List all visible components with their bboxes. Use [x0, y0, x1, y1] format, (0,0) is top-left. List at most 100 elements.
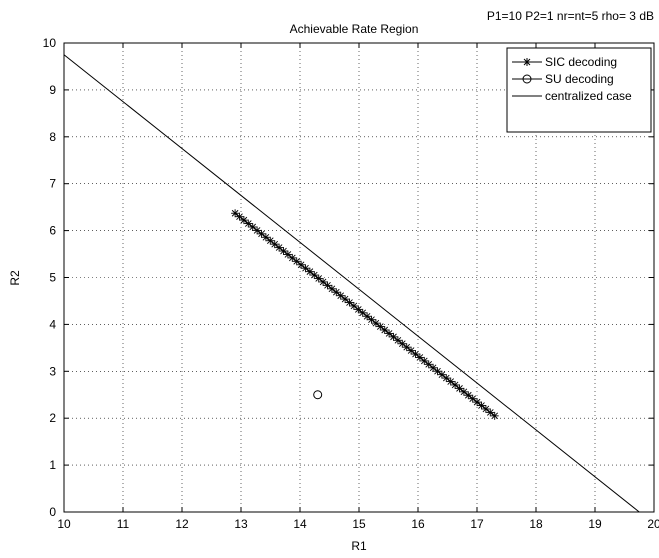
x-tick-label: 11 [117, 517, 130, 531]
sic-point [323, 281, 332, 290]
x-tick-label: 17 [470, 517, 484, 531]
y-axis-label: R2 [8, 270, 22, 286]
legend-sic-label: SIC decoding [545, 55, 617, 69]
sic-point [402, 343, 411, 352]
y-tick-label: 2 [49, 411, 56, 425]
sic-point [336, 291, 345, 300]
sic-point [398, 339, 407, 348]
sic-point [446, 377, 455, 386]
y-tick-label: 10 [43, 36, 57, 50]
sic-point [257, 229, 266, 238]
sic-point [468, 394, 477, 403]
legend-entry-centralized: centralized case [512, 89, 632, 103]
sic-point [354, 305, 363, 314]
sic-point [358, 308, 367, 317]
sic-point [407, 346, 416, 355]
sic-point [451, 380, 460, 389]
legend-entry-su: SU decoding [512, 72, 614, 86]
sic-point [389, 332, 398, 341]
sic-point [253, 226, 262, 235]
legend-entry-sic: SIC decoding [512, 55, 617, 69]
sic-point [235, 212, 244, 221]
sic-point [270, 240, 279, 249]
x-tick-label: 16 [411, 517, 425, 531]
sic-point [437, 370, 446, 379]
sic-point [275, 243, 284, 252]
y-axis-ticks: 0 1 2 3 4 5 6 7 8 9 10 [43, 36, 654, 519]
sic-point [279, 247, 288, 256]
sic-point [305, 267, 314, 276]
sic-point [490, 411, 499, 420]
sic-point [292, 257, 301, 266]
y-tick-label: 3 [49, 364, 56, 378]
sic-point [459, 387, 468, 396]
sic-point [385, 329, 394, 338]
sic-point [248, 222, 257, 231]
sic-point [473, 398, 482, 407]
sic-point [301, 264, 310, 273]
sic-point [310, 271, 319, 280]
x-tick-label: 15 [352, 517, 366, 531]
x-axis-label: R1 [351, 539, 367, 553]
x-tick-label: 13 [234, 517, 248, 531]
sic-point [411, 350, 420, 359]
sic-point [367, 315, 376, 324]
sic-point [415, 353, 424, 362]
sic-point [477, 401, 486, 410]
star-marker-icon [523, 58, 531, 66]
y-tick-label: 0 [49, 505, 56, 519]
legend-su-label: SU decoding [545, 72, 614, 86]
sic-point [297, 260, 306, 269]
legend-centralized-label: centralized case [545, 89, 632, 103]
x-tick-label: 18 [529, 517, 543, 531]
y-tick-label: 7 [49, 177, 56, 191]
sic-point [429, 363, 438, 372]
su-point [313, 390, 323, 400]
sic-point [239, 216, 248, 225]
x-tick-label: 20 [647, 517, 659, 531]
sic-point [363, 312, 372, 321]
y-tick-label: 6 [49, 224, 56, 238]
x-tick-label: 10 [57, 517, 71, 531]
legend: SIC decoding SU decoding centralized cas… [506, 47, 652, 133]
y-tick-label: 5 [49, 271, 56, 285]
sic-point [376, 322, 385, 331]
sic-point [486, 408, 495, 417]
y-tick-label: 8 [49, 130, 56, 144]
chart-title: Achievable Rate Region [290, 22, 419, 36]
sic-point [332, 288, 341, 297]
sic-point [442, 374, 451, 383]
sic-point [283, 250, 292, 259]
x-axis-ticks: 10 11 12 13 14 15 16 17 18 19 20 [57, 43, 659, 531]
y-tick-label: 9 [49, 83, 56, 97]
sic-point [327, 284, 336, 293]
circle-marker-icon [522, 74, 532, 84]
x-tick-label: 19 [588, 517, 602, 531]
sic-point [341, 295, 350, 304]
sic-point [424, 360, 433, 369]
sic-point [314, 274, 323, 283]
sic-point [288, 253, 297, 262]
sic-point [345, 298, 354, 307]
sic-point [231, 209, 240, 218]
sic-point [393, 336, 402, 345]
sic-point [464, 391, 473, 400]
sic-point [266, 236, 275, 245]
sic-point [244, 219, 253, 228]
x-tick-label: 12 [175, 517, 189, 531]
sic-point [481, 404, 490, 413]
x-tick-label: 14 [293, 517, 307, 531]
sic-point [420, 356, 429, 365]
y-tick-label: 4 [49, 317, 56, 331]
sic-point [371, 319, 380, 328]
y-tick-label: 1 [49, 458, 56, 472]
sic-point [455, 384, 464, 393]
series-group [63, 54, 640, 513]
sic-point [380, 326, 389, 334]
sic-point [261, 233, 270, 242]
sic-point [319, 277, 328, 286]
sic-point [433, 367, 442, 376]
chart-subtitle: P1=10 P2=1 nr=nt=5 rho= 3 dB [487, 9, 654, 23]
sic-point [349, 301, 358, 310]
